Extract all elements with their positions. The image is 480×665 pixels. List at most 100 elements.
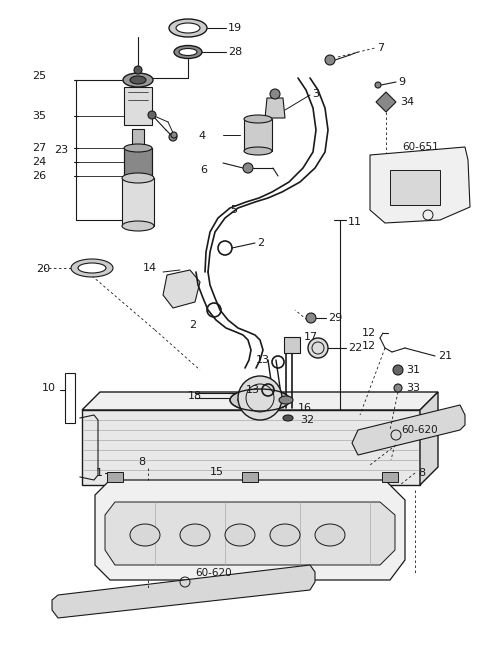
Ellipse shape <box>176 23 200 33</box>
Text: 26: 26 <box>32 171 46 181</box>
Text: 24: 24 <box>32 157 46 167</box>
Text: 33: 33 <box>406 383 420 393</box>
Circle shape <box>394 384 402 392</box>
Circle shape <box>148 111 156 119</box>
Circle shape <box>134 66 142 74</box>
Ellipse shape <box>179 49 197 55</box>
Text: 11: 11 <box>348 217 362 227</box>
Text: 7: 7 <box>377 43 384 53</box>
Text: 13: 13 <box>256 355 270 365</box>
Bar <box>244 119 272 151</box>
Ellipse shape <box>123 73 153 87</box>
Text: 6: 6 <box>200 165 207 175</box>
Polygon shape <box>124 87 152 125</box>
Ellipse shape <box>124 144 152 152</box>
Polygon shape <box>105 502 395 565</box>
Text: 2: 2 <box>257 238 264 248</box>
Text: 8: 8 <box>138 457 145 467</box>
Text: 25: 25 <box>32 71 46 81</box>
Bar <box>284 337 300 353</box>
Bar <box>122 178 154 226</box>
Circle shape <box>325 55 335 65</box>
Text: 10: 10 <box>42 383 56 393</box>
Text: 18: 18 <box>188 391 202 401</box>
Ellipse shape <box>230 389 290 411</box>
Text: 34: 34 <box>400 97 414 107</box>
Bar <box>382 472 398 482</box>
Text: 31: 31 <box>406 365 420 375</box>
Polygon shape <box>265 98 285 118</box>
Ellipse shape <box>315 524 345 546</box>
Circle shape <box>308 338 328 358</box>
Text: 5: 5 <box>230 205 237 215</box>
Ellipse shape <box>270 524 300 546</box>
Text: 20: 20 <box>36 264 50 274</box>
Text: 28: 28 <box>228 47 242 57</box>
Text: 21: 21 <box>438 351 452 361</box>
Polygon shape <box>82 392 438 410</box>
Text: 12: 12 <box>362 341 376 351</box>
Ellipse shape <box>122 221 154 231</box>
Bar <box>107 472 123 482</box>
Text: 13: 13 <box>246 385 260 395</box>
Text: 19: 19 <box>228 23 242 33</box>
Bar <box>132 129 144 145</box>
Polygon shape <box>352 405 465 455</box>
Text: 4: 4 <box>198 131 205 141</box>
Ellipse shape <box>225 524 255 546</box>
Circle shape <box>238 376 282 420</box>
Text: 32: 32 <box>300 415 314 425</box>
Polygon shape <box>163 270 200 308</box>
Text: 16: 16 <box>298 403 312 413</box>
Circle shape <box>243 163 253 173</box>
Text: 3: 3 <box>312 89 319 99</box>
Ellipse shape <box>71 259 113 277</box>
Text: 60-651: 60-651 <box>402 142 439 152</box>
Polygon shape <box>82 410 420 485</box>
Ellipse shape <box>122 173 154 183</box>
Text: 22: 22 <box>348 343 362 353</box>
Circle shape <box>270 89 280 99</box>
Circle shape <box>306 313 316 323</box>
Text: 30: 30 <box>250 388 264 398</box>
Ellipse shape <box>130 76 146 84</box>
Text: 29: 29 <box>328 313 342 323</box>
Text: 60-620: 60-620 <box>195 568 232 578</box>
Circle shape <box>393 365 403 375</box>
Text: 17: 17 <box>304 332 318 342</box>
Text: 9: 9 <box>398 77 405 87</box>
Polygon shape <box>376 92 396 112</box>
Polygon shape <box>52 565 315 618</box>
Polygon shape <box>370 147 470 223</box>
Text: 15: 15 <box>210 467 224 477</box>
Ellipse shape <box>174 45 202 59</box>
Bar <box>124 148 152 176</box>
Polygon shape <box>420 392 438 485</box>
Text: 23: 23 <box>54 145 68 155</box>
Polygon shape <box>95 480 405 580</box>
Ellipse shape <box>78 263 106 273</box>
Ellipse shape <box>279 396 293 404</box>
Bar <box>65 373 75 423</box>
Ellipse shape <box>180 524 210 546</box>
Ellipse shape <box>238 392 282 408</box>
Text: 35: 35 <box>32 111 46 121</box>
Circle shape <box>169 133 177 141</box>
Circle shape <box>171 132 177 138</box>
Circle shape <box>375 82 381 88</box>
Text: 14: 14 <box>143 263 157 273</box>
Text: 8: 8 <box>418 468 425 478</box>
Text: 60-620: 60-620 <box>401 425 438 435</box>
Text: 12: 12 <box>362 328 376 338</box>
Ellipse shape <box>244 147 272 155</box>
Text: 1: 1 <box>96 468 103 478</box>
Bar <box>242 472 258 482</box>
Bar <box>390 170 440 205</box>
Text: 27: 27 <box>32 143 46 153</box>
Bar <box>124 148 152 176</box>
Text: 2: 2 <box>189 320 196 330</box>
Ellipse shape <box>244 115 272 123</box>
Ellipse shape <box>283 415 293 421</box>
Ellipse shape <box>169 19 207 37</box>
Ellipse shape <box>130 524 160 546</box>
